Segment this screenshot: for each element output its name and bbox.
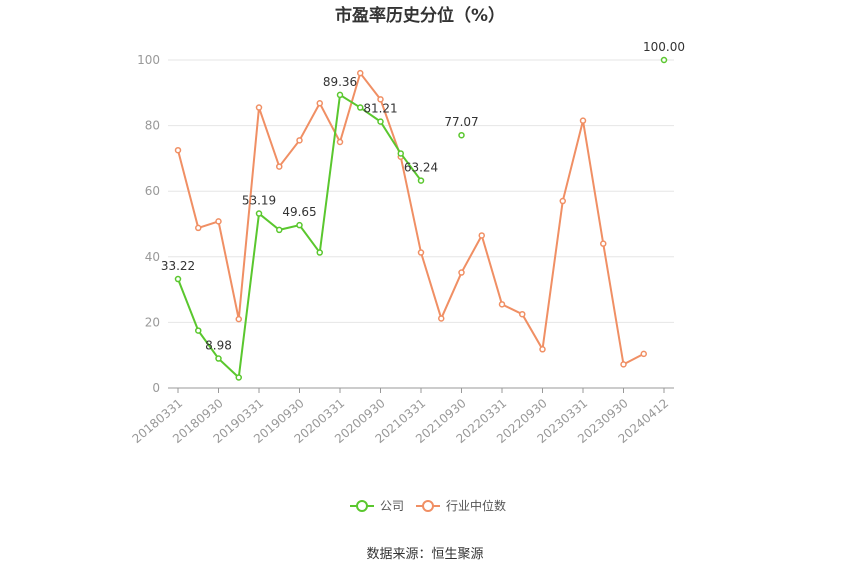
data-point	[559, 197, 566, 205]
data-point	[357, 104, 364, 111]
data-point	[579, 117, 587, 124]
y-tick-label: 80	[145, 119, 160, 133]
data-point	[660, 56, 668, 64]
y-tick-label: 0	[152, 381, 160, 395]
data-point	[336, 91, 344, 99]
data-point	[417, 177, 425, 184]
legend[interactable]: 公司 行业中位数	[350, 498, 506, 513]
data-point	[195, 224, 202, 232]
data-label: 81.21	[363, 102, 397, 116]
data-label: 53.19	[242, 194, 276, 208]
data-point	[296, 137, 303, 144]
data-point	[377, 118, 384, 125]
data-point	[255, 210, 263, 217]
data-label: 77.07	[444, 115, 478, 129]
legend-label: 公司	[380, 499, 404, 513]
data-point	[215, 355, 222, 362]
data-point	[640, 350, 647, 358]
data-point	[195, 327, 202, 334]
data-point	[316, 249, 323, 256]
y-tick-label: 60	[145, 184, 160, 198]
data-point	[174, 275, 182, 283]
data-point	[235, 315, 242, 323]
data-point	[519, 310, 526, 318]
y-tick-label: 40	[145, 250, 160, 264]
data-point	[276, 226, 283, 234]
y-tick-label: 20	[145, 315, 160, 329]
legend-label: 行业中位数	[446, 498, 506, 513]
data-point	[357, 69, 364, 77]
data-point	[377, 96, 384, 103]
series-industry	[174, 69, 647, 368]
data-point	[478, 232, 485, 239]
series-line	[177, 70, 645, 366]
y-tick-label: 100	[137, 53, 160, 67]
data-point	[174, 146, 182, 154]
legend-item-industry[interactable]: 行业中位数	[416, 498, 506, 513]
data-label: 49.65	[282, 205, 316, 219]
data-point	[539, 346, 546, 353]
data-label: 8.98	[205, 339, 232, 353]
axes: 0204060801002018033120180930201903312019…	[130, 53, 674, 446]
series-group	[174, 56, 668, 381]
data-point	[498, 301, 506, 308]
data-label: 63.24	[404, 161, 438, 175]
data-point	[276, 163, 283, 170]
data-point	[296, 221, 303, 229]
data-labels: 33.22 8.98 53.19 49.65 89.36 81.21 63.24 77.07 1…	[161, 40, 685, 353]
data-point	[417, 249, 425, 256]
data-point	[397, 150, 404, 157]
data-point	[458, 269, 465, 276]
data-label: 89.36	[323, 75, 357, 89]
data-point	[620, 361, 627, 368]
data-point	[600, 240, 607, 247]
data-point	[438, 315, 445, 322]
data-point	[235, 374, 242, 381]
chart-title: 市盈率历史分位（%）	[335, 5, 505, 26]
data-label: 100.00	[643, 40, 685, 54]
source-text: 数据来源：恒生聚源	[366, 547, 483, 562]
legend-marker	[356, 500, 368, 512]
data-point	[255, 104, 263, 111]
legend-item-company[interactable]: 公司	[350, 499, 404, 513]
grid	[168, 59, 674, 323]
data-point	[458, 131, 465, 139]
data-point	[316, 100, 323, 107]
data-point	[336, 138, 344, 146]
series-company	[174, 56, 668, 381]
data-label: 33.22	[161, 259, 195, 273]
data-point	[215, 218, 222, 225]
legend-marker	[422, 500, 434, 512]
